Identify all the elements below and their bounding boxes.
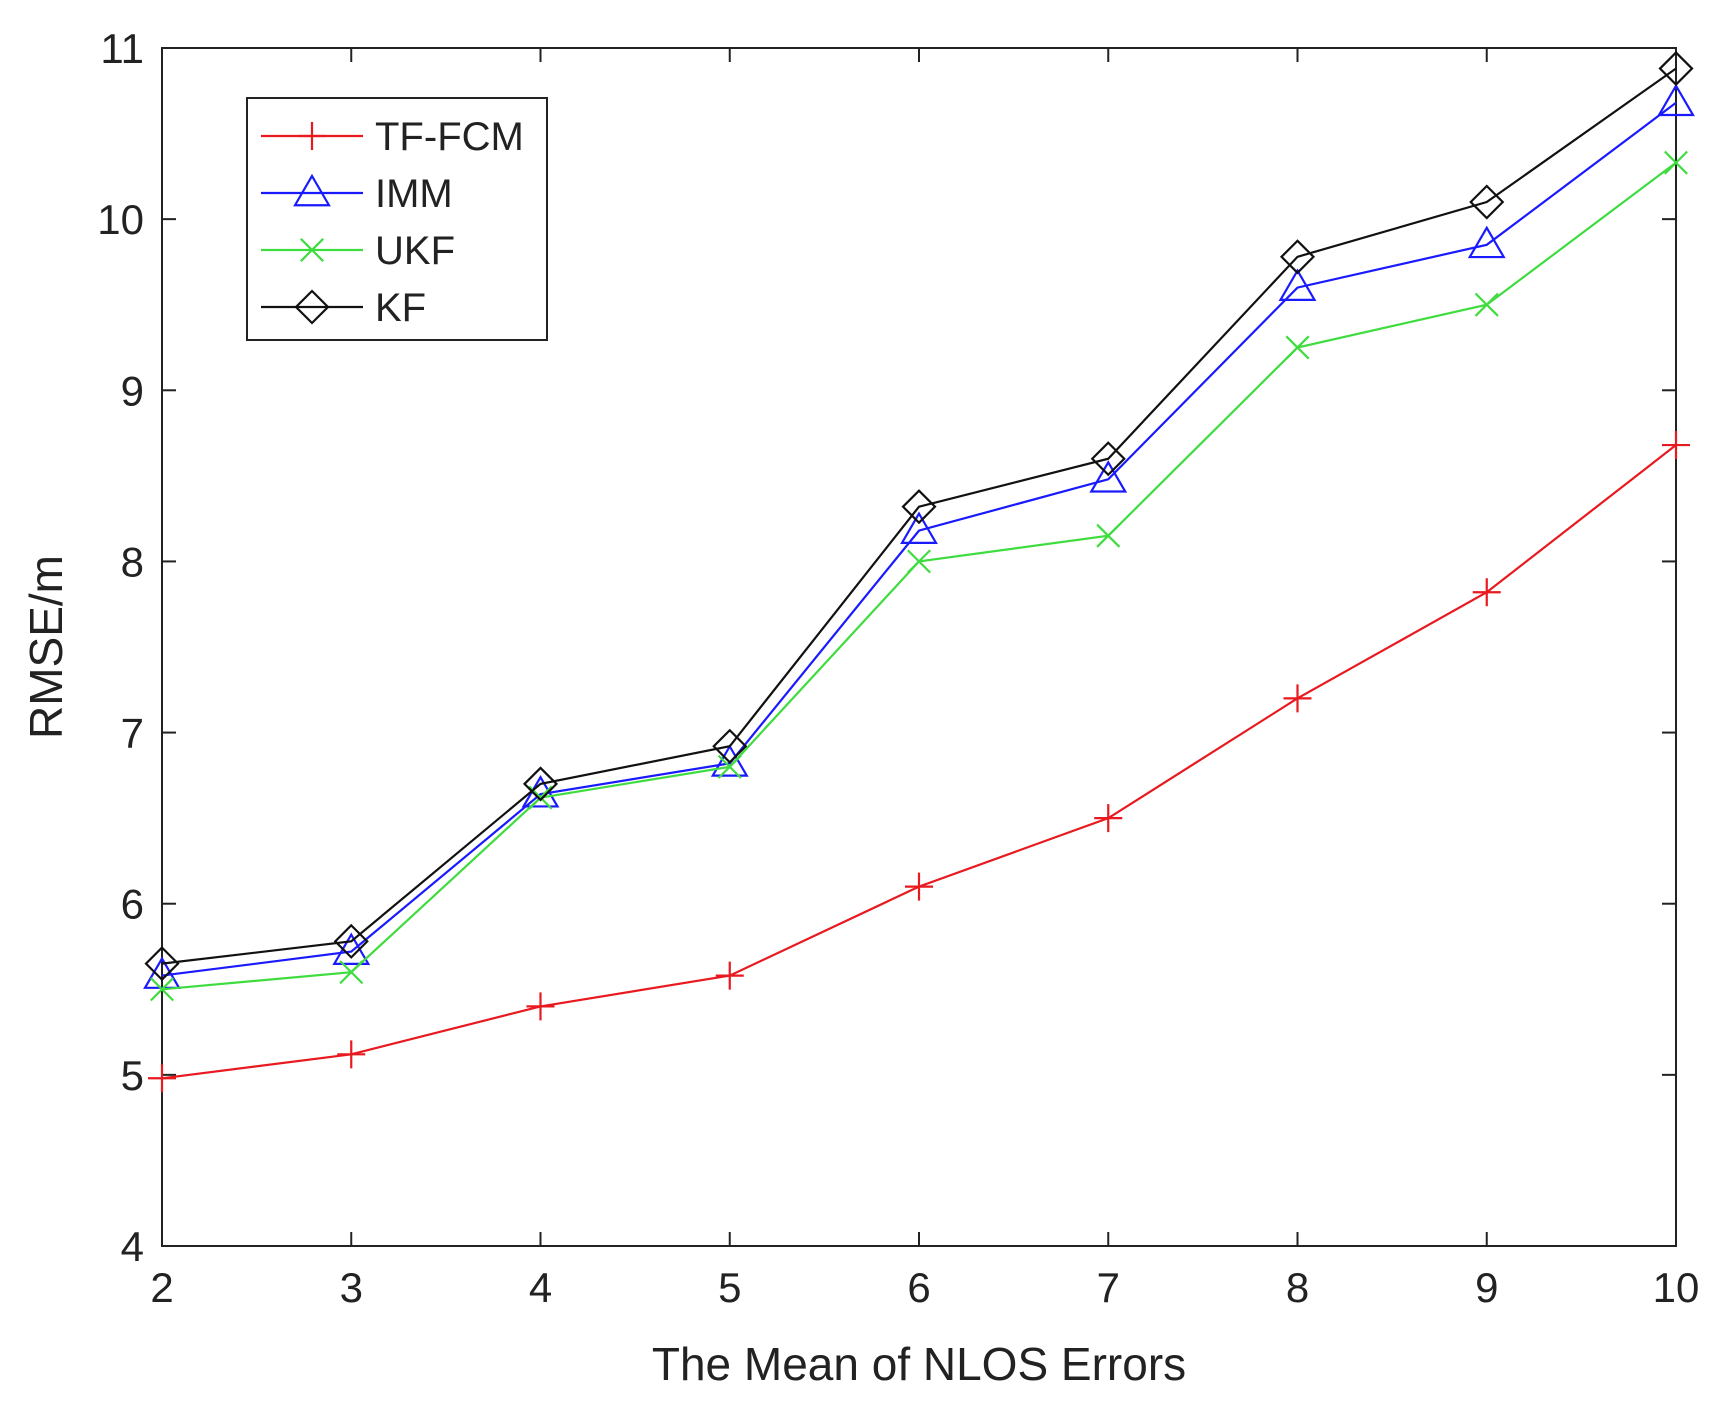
- data-point: [1658, 50, 1694, 87]
- y-tick-label: 9: [121, 367, 144, 414]
- legend-item: TF-FCM: [261, 115, 524, 159]
- data-point: [1657, 83, 1695, 117]
- data-point: [337, 1040, 366, 1069]
- data-point: [333, 923, 369, 959]
- data-point: [907, 549, 931, 574]
- legend-label: KF: [375, 286, 426, 330]
- data-point: [526, 992, 555, 1021]
- x-tick-label: 4: [529, 1264, 552, 1311]
- x-tick-label: 7: [1097, 1264, 1120, 1311]
- series-tf-fcm: [148, 431, 1690, 1093]
- data-point: [1279, 239, 1316, 275]
- x-tick-label: 3: [340, 1264, 363, 1311]
- series-kf: [144, 50, 1694, 982]
- x-tick-label: 5: [718, 1264, 741, 1311]
- legend-marker: [300, 238, 324, 262]
- data-point: [1664, 150, 1688, 175]
- data-point: [150, 977, 174, 1002]
- y-tick-label: 11: [100, 25, 144, 72]
- data-point: [1662, 431, 1690, 460]
- data-point: [1090, 441, 1126, 477]
- x-tick-label: 6: [907, 1264, 930, 1311]
- data-point: [901, 489, 937, 525]
- x-tick-label: 8: [1286, 1264, 1309, 1311]
- series-layer: [143, 50, 1695, 1093]
- legend-box: [246, 97, 548, 341]
- data-point: [1094, 804, 1123, 833]
- data-point: [1469, 184, 1505, 220]
- y-tick-label: 6: [121, 881, 144, 928]
- series-ukf: [150, 150, 1688, 1002]
- legend-marker: [298, 122, 326, 150]
- data-point: [1467, 225, 1506, 259]
- y-tick-label: 8: [121, 538, 144, 585]
- x-tick-label: 9: [1475, 1264, 1498, 1311]
- x-axis-label: The Mean of NLOS Errors: [652, 1338, 1186, 1390]
- data-point: [1285, 335, 1310, 360]
- data-point: [715, 961, 744, 990]
- x-tick-label: 2: [150, 1264, 173, 1311]
- legend-item: IMM: [261, 172, 453, 216]
- data-point: [905, 872, 933, 901]
- data-point: [710, 744, 749, 777]
- y-tick-label: 4: [121, 1223, 144, 1270]
- data-point: [1472, 578, 1501, 607]
- legend-marker: [294, 289, 330, 325]
- data-point: [717, 754, 742, 779]
- legend-label: TF-FCM: [375, 115, 524, 159]
- y-axis-label: RMSE/m: [20, 555, 72, 739]
- data-point: [1096, 523, 1121, 548]
- data-point: [1278, 268, 1317, 301]
- series-line: [161, 101, 1677, 977]
- data-point: [339, 960, 364, 985]
- y-tick-label: 5: [121, 1052, 144, 1099]
- legend-label: IMM: [375, 172, 453, 216]
- data-point: [1474, 292, 1499, 317]
- data-point: [148, 1064, 176, 1093]
- data-point: [900, 511, 938, 544]
- x-tick-label: 10: [1653, 1264, 1700, 1311]
- y-tick-label: 10: [97, 196, 144, 243]
- legend: TF-FCM IMM UKF KF: [246, 97, 548, 341]
- y-tick-label: 7: [121, 710, 144, 757]
- data-point: [712, 728, 748, 764]
- legend-item: UKF: [261, 229, 455, 273]
- legend-label: UKF: [375, 229, 455, 273]
- axis-ticks: 2 3 4 5 6 7 8 9 10 4 5 6 7 8 9 10 11: [97, 25, 1699, 1311]
- legend-marker: [293, 173, 331, 207]
- data-point: [1283, 684, 1312, 713]
- series-line: [161, 67, 1677, 965]
- data-point: [1089, 460, 1128, 493]
- data-point: [144, 946, 180, 982]
- data-point: [522, 766, 559, 802]
- legend-item: KF: [261, 286, 426, 330]
